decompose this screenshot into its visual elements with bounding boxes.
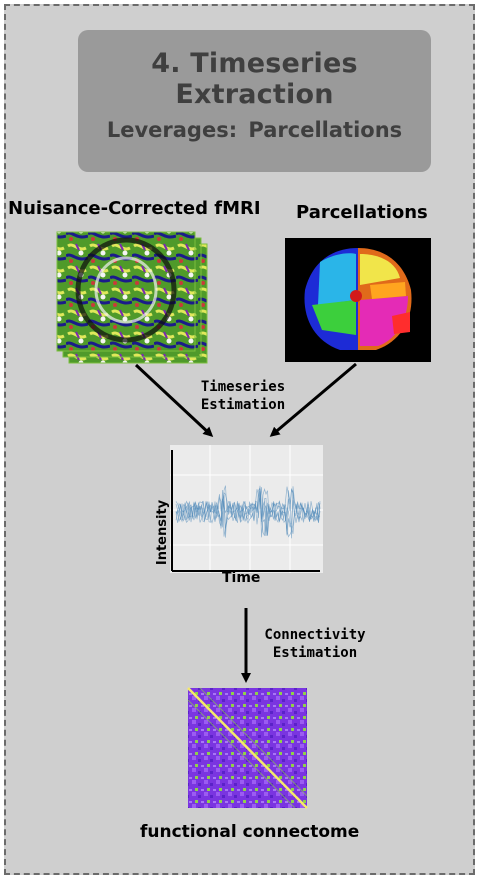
timeseries-plot	[170, 445, 323, 573]
signal-trace	[175, 485, 321, 539]
plot-ylabel: Intensity	[155, 499, 171, 566]
parcellation-label: Parcellations	[296, 202, 428, 223]
title-box: 4. Timeseries Extraction Leverages: Parc…	[78, 30, 431, 172]
signal-trace	[175, 487, 321, 529]
arrow-parcellation-to-plot	[269, 362, 357, 437]
parcellation-image	[285, 238, 431, 362]
fmri-label: Nuisance-Corrected fMRI	[8, 198, 261, 219]
plot-xlabel: Time	[222, 570, 261, 586]
connectome-label: functional connectome	[140, 822, 360, 842]
timeseries-estimation-line1: Timeseries	[200, 379, 286, 395]
timeseries-estimation-line2: Estimation	[200, 397, 286, 413]
timeseries-estimation-label: Timeseries Estimation	[178, 378, 308, 414]
connectivity-estimation-line1: Connectivity	[264, 627, 366, 643]
timeseries-signal	[175, 485, 321, 539]
signal-trace	[175, 485, 321, 536]
signal-trace	[175, 487, 321, 534]
leverages-line: Leverages: Parcellations	[78, 118, 431, 142]
leverages-value: Parcellations	[248, 118, 403, 142]
fmri-image-stack	[56, 231, 208, 364]
diagram-title: 4. Timeseries Extraction	[151, 48, 358, 110]
connectivity-estimation-label: Connectivity Estimation	[250, 626, 380, 662]
arrow-fmri-to-plot	[134, 363, 214, 438]
connectivity-matrix	[187, 687, 308, 809]
leverages-label: Leverages:	[106, 118, 238, 142]
connectivity-estimation-line2: Estimation	[272, 645, 358, 661]
